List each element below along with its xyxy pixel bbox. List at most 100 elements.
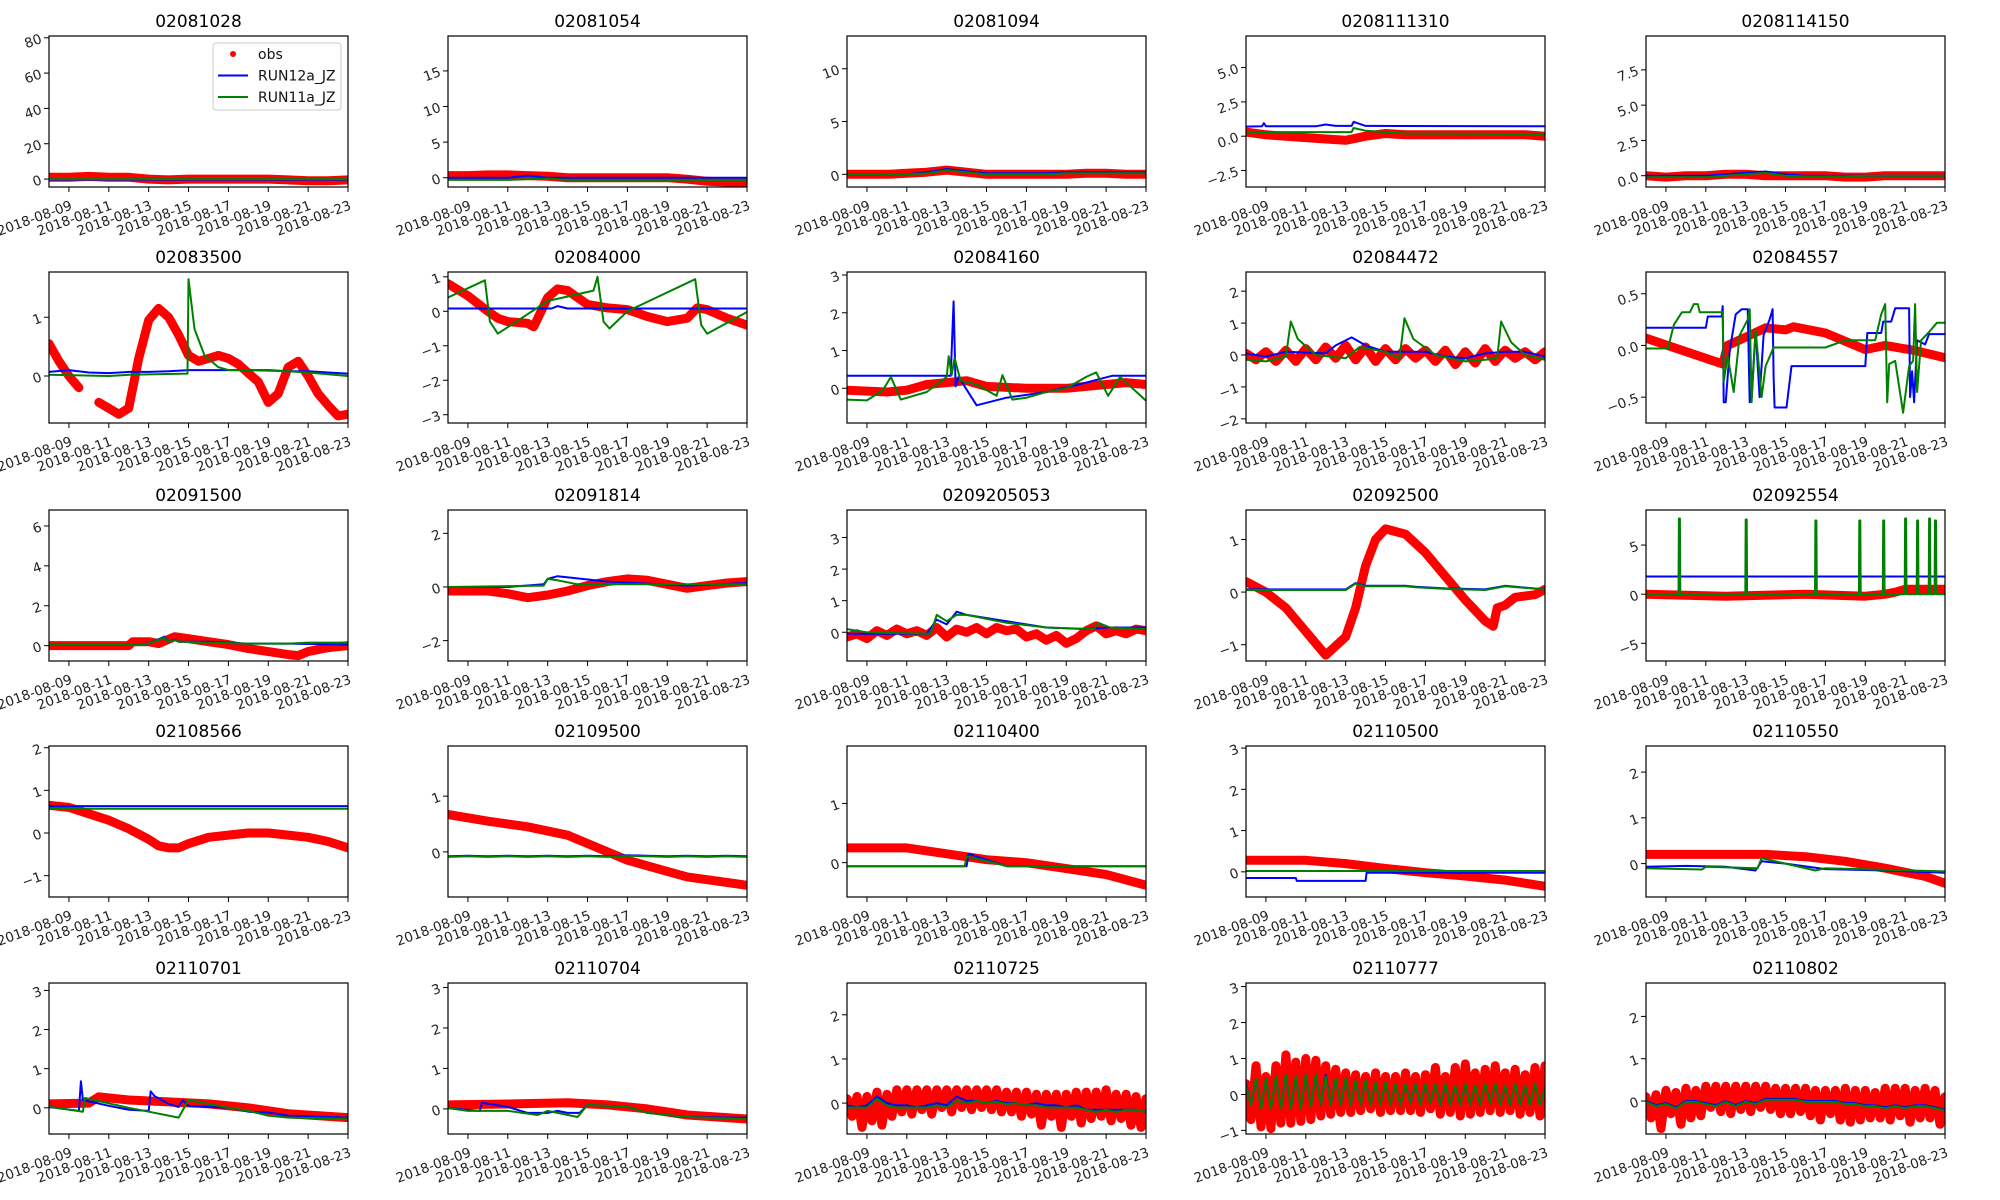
axes-frame: [48, 745, 349, 898]
y-tick-label: 2: [829, 1008, 843, 1026]
obs-series-line: [847, 376, 1146, 397]
subplot-02091500: 020915002018-08-092018-08-112018-08-1320…: [0, 486, 353, 714]
plot-area: [1646, 169, 1945, 182]
subplot-02109500: 021095002018-08-092018-08-112018-08-1320…: [394, 722, 752, 950]
subplot-title: 02110802: [1752, 959, 1839, 979]
y-tick-label: 1: [1628, 811, 1642, 829]
subplot-02110725: 021107252018-08-092018-08-112018-08-1320…: [793, 959, 1151, 1187]
run12-series-line: [448, 174, 747, 179]
y-tick-label: −1: [1217, 638, 1241, 660]
y-tick-label: 6: [31, 519, 45, 537]
run12-series-line: [448, 305, 747, 310]
y-tick-label: 0: [829, 856, 843, 874]
plot-area: [448, 170, 747, 187]
y-tick-label: 0: [430, 305, 444, 323]
subplot-title: 02081094: [953, 12, 1040, 32]
y-tick-label: −2: [1217, 412, 1241, 434]
y-tick-label: 1: [31, 784, 45, 802]
axes-frame: [48, 982, 349, 1135]
subplot-title: 02110777: [1352, 959, 1439, 979]
run11-series-line: [1246, 1073, 1545, 1110]
axes-frame: [846, 509, 1147, 662]
y-tick-label: −1: [20, 869, 44, 891]
axes-frame: [1245, 271, 1546, 424]
axes-frame: [447, 509, 748, 662]
subplot-02081028: 020810282018-08-092018-08-112018-08-1320…: [0, 12, 353, 240]
subplot-02110400: 021104002018-08-092018-08-112018-08-1320…: [793, 722, 1151, 950]
y-tick-label: 0: [430, 1102, 444, 1120]
run12-series-line: [1246, 871, 1545, 882]
y-tick-label: 2: [829, 306, 843, 324]
y-tick-label: 1: [829, 797, 843, 815]
subplot-02084472: 020844722018-08-092018-08-112018-08-1320…: [1192, 248, 1550, 476]
y-tick-label: 10: [820, 62, 842, 83]
y-tick-label: 1: [1628, 1052, 1642, 1070]
run11-series-line: [1246, 127, 1545, 136]
y-tick-label: −0.5: [1605, 391, 1641, 417]
run11-series-line: [49, 636, 348, 646]
subplot-title: 02110701: [155, 959, 242, 979]
y-tick-label: −1: [419, 339, 443, 361]
y-tick-label: −1: [1217, 1124, 1241, 1146]
subplot-0208111310: 02081113102018-08-092018-08-112018-08-13…: [1192, 12, 1550, 240]
y-tick-label: 1: [430, 1062, 444, 1080]
subplot-title: 02092500: [1352, 486, 1439, 506]
y-tick-label: 2: [430, 1021, 444, 1039]
subplot-title: 0208111310: [1341, 12, 1449, 32]
subplot-02110777: 021107772018-08-092018-08-112018-08-1320…: [1192, 959, 1550, 1187]
run11-series-line: [448, 275, 747, 335]
y-tick-label: 60: [22, 67, 44, 88]
y-tick-label: 5.0: [1615, 99, 1641, 121]
y-tick-label: 2: [31, 1023, 45, 1041]
y-tick-label: 0: [31, 639, 45, 657]
plot-area: [49, 632, 348, 661]
obs-series-line: [448, 1098, 747, 1124]
y-tick-label: 2: [1228, 285, 1242, 303]
axes-frame: [1645, 509, 1946, 662]
obs-series-line: [1246, 1050, 1545, 1134]
subplot-title: 02091814: [554, 486, 641, 506]
y-tick-label: −2: [419, 634, 443, 656]
plot-area: [448, 1098, 747, 1124]
subplot-02084160: 020841602018-08-092018-08-112018-08-1320…: [793, 248, 1151, 476]
y-tick-label: 0: [1228, 585, 1242, 603]
run12-series-line: [1246, 120, 1545, 128]
y-tick-label: 5.0: [1215, 61, 1241, 83]
y-tick-label: 0: [829, 382, 843, 400]
y-tick-label: 10: [421, 100, 443, 121]
plot-area: [1246, 855, 1545, 891]
plot-area: [1646, 517, 1945, 601]
obs-series-line: [49, 303, 348, 421]
y-tick-label: 0: [829, 626, 843, 644]
axes-frame: [1645, 745, 1946, 898]
y-tick-label: −1: [1217, 380, 1241, 402]
plot-area: [1646, 849, 1945, 888]
plot-area: [448, 275, 747, 335]
legend-label: RUN11a_JZ: [258, 90, 336, 106]
legend-box: [212, 42, 342, 111]
y-tick-label: 2: [430, 527, 444, 545]
axes-frame: [447, 982, 748, 1135]
y-tick-label: 0.0: [1615, 169, 1641, 191]
y-tick-label: 0: [829, 168, 843, 186]
y-tick-label: 0: [1228, 1088, 1242, 1106]
y-tick-label: 2: [31, 741, 45, 759]
plot-area: [847, 165, 1146, 179]
y-tick-label: 3: [31, 984, 45, 1002]
y-tick-label: 0: [31, 826, 45, 844]
run11-series-line: [847, 613, 1146, 635]
subplot-02084000: 020840002018-08-092018-08-112018-08-1320…: [394, 248, 752, 476]
subplot-0208114150: 02081141502018-08-092018-08-112018-08-13…: [1592, 12, 1950, 240]
subplot-02110550: 021105502018-08-092018-08-112018-08-1320…: [1592, 722, 1950, 950]
plot-area: [448, 574, 747, 603]
axes-frame: [447, 271, 748, 424]
subplot-title: 02110550: [1752, 722, 1839, 742]
subplot-02108566: 021085662018-08-092018-08-112018-08-1320…: [0, 722, 353, 950]
axes-frame: [48, 271, 349, 424]
y-tick-label: 5: [430, 136, 444, 154]
subplot-title: 02091500: [155, 486, 242, 506]
y-tick-label: 1: [31, 1062, 45, 1080]
subplot-title: 02084160: [953, 248, 1040, 268]
run12-series-line: [847, 300, 1146, 407]
y-tick-label: 2.5: [1215, 95, 1241, 117]
